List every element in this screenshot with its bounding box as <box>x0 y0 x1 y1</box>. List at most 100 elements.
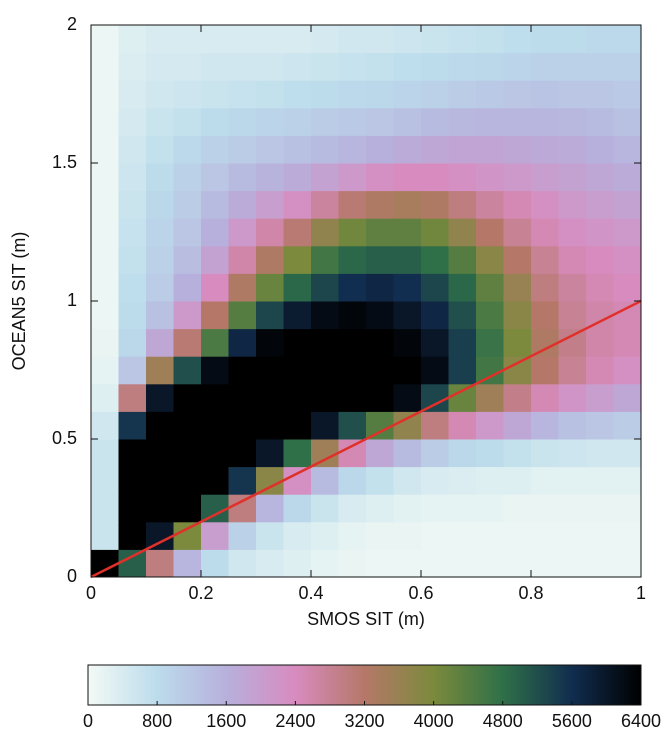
heatmap-cell <box>558 383 587 412</box>
heatmap-cell <box>503 190 532 219</box>
heatmap-cell <box>338 411 367 440</box>
heatmap-cell <box>201 439 229 468</box>
heatmap-cell <box>228 411 257 440</box>
heatmap-cell <box>91 80 119 109</box>
heatmap-cell <box>586 25 614 54</box>
heatmap-cell <box>256 328 284 357</box>
heatmap-cell <box>228 245 257 274</box>
heatmap-cell <box>448 328 477 357</box>
heatmap-cell <box>118 466 147 495</box>
heatmap-cell <box>201 273 229 302</box>
heatmap-cell <box>311 163 339 192</box>
heatmap-cell <box>201 521 229 550</box>
heatmap-cell <box>476 549 504 578</box>
heatmap-cell <box>476 383 504 412</box>
heatmap-cell <box>201 190 229 219</box>
heatmap-cell <box>118 328 147 357</box>
heatmap-cell <box>503 411 532 440</box>
heatmap-cell <box>173 411 202 440</box>
heatmap-cell <box>283 466 312 495</box>
heatmap-cell <box>448 411 477 440</box>
heatmap-cell <box>228 135 257 164</box>
heatmap-cell <box>311 549 339 578</box>
heatmap-cell <box>311 439 339 468</box>
heatmap-cell <box>531 218 559 247</box>
heatmap-cell <box>366 107 394 136</box>
heatmap-cell <box>228 328 257 357</box>
heatmap-cell <box>338 245 367 274</box>
heatmap-cell <box>118 521 147 550</box>
heatmap-cell <box>256 466 284 495</box>
heatmap-cell <box>476 273 504 302</box>
heatmap-cell <box>366 356 394 385</box>
heatmap-cell <box>476 52 504 81</box>
heatmap-cell <box>173 80 202 109</box>
heatmap-cell <box>256 411 284 440</box>
heatmap-cell <box>118 245 147 274</box>
heatmap-cell <box>173 521 202 550</box>
heatmap-cell <box>393 190 422 219</box>
heatmap-cell <box>366 521 394 550</box>
x-tick-label: 0.4 <box>298 583 323 603</box>
heatmap-cell <box>173 52 202 81</box>
heatmap-cell <box>91 494 119 523</box>
heatmap-cell <box>91 52 119 81</box>
heatmap-cell <box>503 549 532 578</box>
heatmap-cell <box>476 190 504 219</box>
heatmap-cell <box>256 135 284 164</box>
x-tick-label: 0.2 <box>188 583 213 603</box>
heatmap-cell <box>503 466 532 495</box>
heatmap-cell <box>476 466 504 495</box>
y-tick-label: 0.5 <box>52 428 77 448</box>
heatmap-cell <box>366 411 394 440</box>
heatmap-cell <box>503 107 532 136</box>
heatmap-cell <box>228 466 257 495</box>
heatmap-cell <box>366 25 394 54</box>
heatmap-cell <box>283 163 312 192</box>
heatmap-cell <box>366 383 394 412</box>
heatmap-cell <box>613 80 642 109</box>
heatmap-cell <box>228 163 257 192</box>
heatmap-cell <box>256 356 284 385</box>
heatmap-cell <box>448 466 477 495</box>
heatmap-cell <box>421 328 449 357</box>
heatmap-cell <box>311 273 339 302</box>
heatmap-cell <box>531 521 559 550</box>
heatmap-cell <box>586 218 614 247</box>
heatmap-cell <box>283 273 312 302</box>
heatmap-cell <box>228 301 257 330</box>
heatmap-cell <box>448 356 477 385</box>
heatmap-cell <box>91 25 119 54</box>
heatmap-cell <box>448 383 477 412</box>
heatmap-cell <box>421 273 449 302</box>
heatmap-cell <box>201 80 229 109</box>
heatmap-cell <box>146 218 174 247</box>
heatmap-cell <box>338 190 367 219</box>
heatmap-cell <box>613 245 642 274</box>
heatmap-cell <box>118 190 147 219</box>
heatmap-cell <box>503 356 532 385</box>
heatmap-cell <box>531 52 559 81</box>
colorbar-tick-label: 6400 <box>621 711 661 731</box>
colorbar-tick-label: 3200 <box>344 711 384 731</box>
heatmap-cell <box>366 273 394 302</box>
heatmap-cell <box>201 52 229 81</box>
heatmap-cell <box>228 52 257 81</box>
heatmap-cell <box>476 218 504 247</box>
heatmap-cell <box>531 25 559 54</box>
heatmap-cell <box>146 245 174 274</box>
heatmap-cell <box>311 494 339 523</box>
heatmap-cell <box>366 328 394 357</box>
heatmap-cell <box>613 411 642 440</box>
heatmap-cell <box>91 549 119 578</box>
heatmap-cell <box>311 521 339 550</box>
heatmap-cell <box>91 218 119 247</box>
heatmap-cell <box>558 25 587 54</box>
heatmap-cell <box>366 494 394 523</box>
heatmap-cell <box>366 439 394 468</box>
heatmap-cell <box>256 494 284 523</box>
heatmap-cell <box>118 301 147 330</box>
heatmap-cell <box>338 107 367 136</box>
heatmap-cell <box>393 107 422 136</box>
heatmap-cell <box>283 439 312 468</box>
